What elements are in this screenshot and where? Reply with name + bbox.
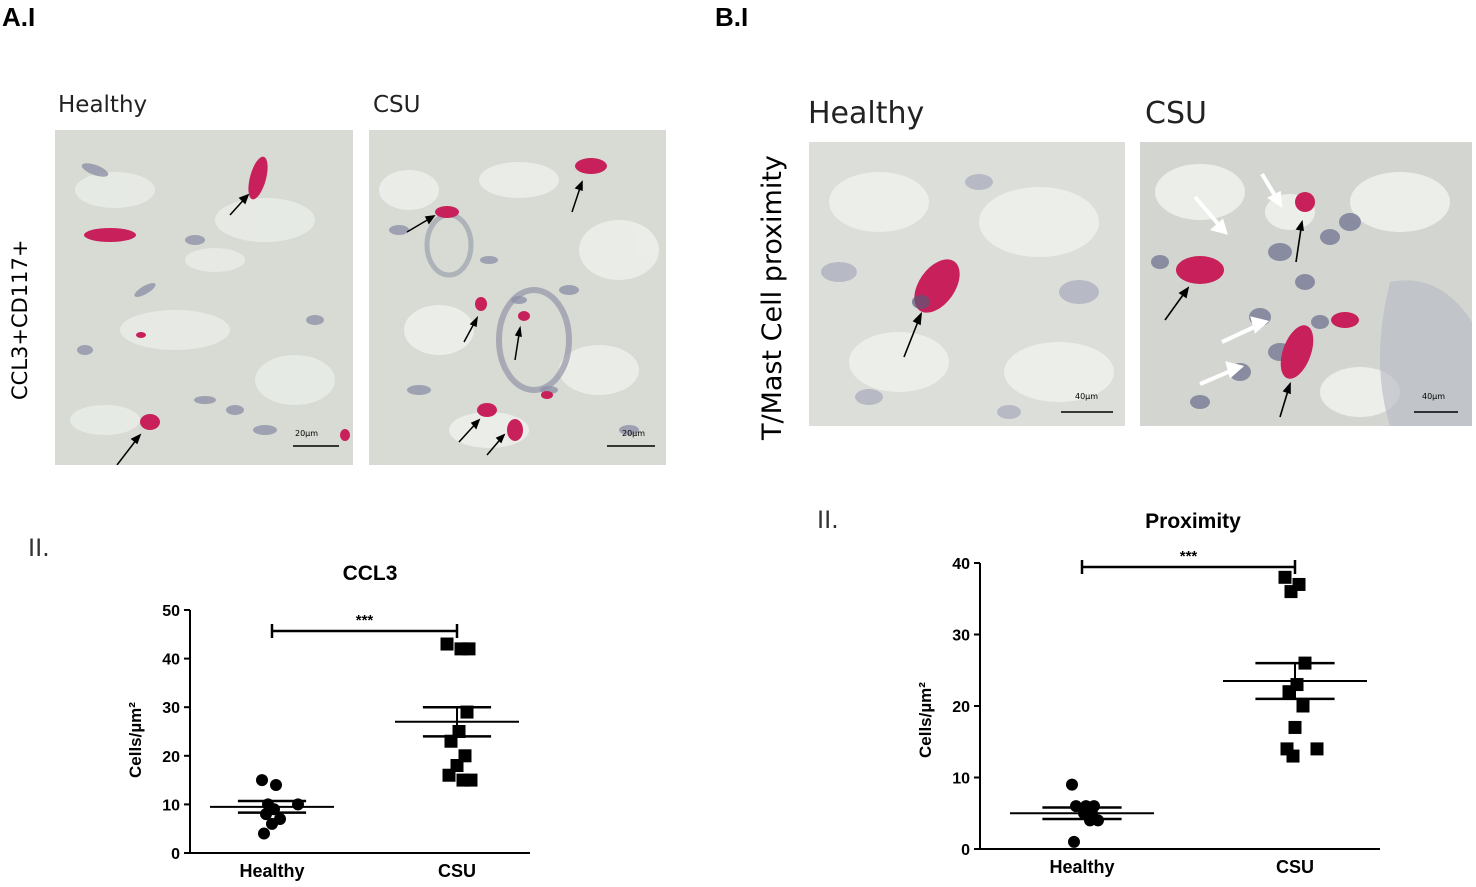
- data-point: [1286, 749, 1300, 763]
- data-point: [442, 768, 456, 782]
- panel-b-csu-label: CSU: [1145, 96, 1207, 131]
- scale-label-a-healthy: 20µm: [295, 429, 318, 438]
- data-point: [1092, 814, 1104, 827]
- chart-proximity: 0 10 20 30 40 Healthy CSU ***: [952, 548, 1380, 877]
- x-category-label: Healthy: [1049, 857, 1114, 877]
- y-tick-label: 40: [162, 652, 180, 669]
- chart-ccl3: 0 10 20 30 40 50 Healthy CSU ***: [162, 603, 530, 881]
- significance-stars: ***: [1180, 548, 1198, 565]
- micrograph-a-csu: 20µm: [369, 130, 666, 465]
- data-point: [260, 808, 272, 821]
- data-point: [1288, 720, 1302, 734]
- y-tick-label: 30: [952, 628, 970, 645]
- panel-b-ii-label: II.: [817, 506, 839, 534]
- data-point: [462, 642, 476, 656]
- panel-a-csu-label: CSU: [373, 92, 421, 118]
- panel-b-letter: B.I: [715, 2, 749, 32]
- y-tick-label: 10: [952, 771, 970, 788]
- data-point: [1284, 585, 1298, 599]
- data-point: [1068, 835, 1080, 848]
- y-tick-label: 50: [162, 603, 180, 620]
- panel-a-letter: A.I: [2, 2, 36, 32]
- data-point: [266, 817, 278, 830]
- scale-label-b-csu: 40µm: [1422, 392, 1445, 401]
- panel-a-side-label: CCL3+CD117+: [8, 239, 32, 401]
- data-point: [1310, 742, 1324, 756]
- data-point: [1296, 699, 1310, 713]
- chart-ccl3-title: CCL3: [342, 562, 398, 585]
- y-tick-label: 10: [162, 797, 180, 814]
- y-tick-label: 20: [162, 749, 180, 766]
- data-point: [1278, 570, 1292, 584]
- micrograph-a-healthy: 20µm: [55, 130, 353, 465]
- significance-stars: ***: [356, 612, 374, 629]
- panel-a-ii-label: II.: [28, 534, 50, 562]
- y-tick-label: 0: [961, 842, 970, 859]
- data-point: [1070, 800, 1082, 813]
- x-category-label: CSU: [1276, 857, 1314, 877]
- y-tick-label: 40: [952, 556, 970, 573]
- scale-label-a-csu: 20µm: [622, 429, 645, 438]
- data-point: [258, 827, 270, 840]
- y-tick-label: 30: [162, 700, 180, 717]
- micrograph-b-healthy: 40µm: [809, 142, 1125, 426]
- micrograph-b-csu: 40µm: [1140, 142, 1472, 426]
- data-point: [444, 734, 458, 748]
- data-point: [270, 778, 282, 791]
- data-point: [464, 773, 478, 787]
- y-tick-label: 20: [952, 699, 970, 716]
- scale-label-b-healthy: 40µm: [1075, 392, 1098, 401]
- y-tick-label: 0: [171, 846, 180, 863]
- data-point: [256, 774, 268, 787]
- panel-b-healthy-label: Healthy: [808, 96, 925, 131]
- data-point: [1066, 778, 1078, 791]
- panel-a-healthy-label: Healthy: [58, 92, 148, 118]
- data-point: [460, 705, 474, 719]
- x-category-label: Healthy: [239, 861, 304, 881]
- panel-b-side-label: T/Mast Cell proximity: [757, 155, 788, 440]
- x-category-label: CSU: [438, 861, 476, 881]
- data-point: [1282, 685, 1296, 699]
- chart-proximity-title: Proximity: [1145, 510, 1241, 533]
- data-point: [440, 637, 454, 651]
